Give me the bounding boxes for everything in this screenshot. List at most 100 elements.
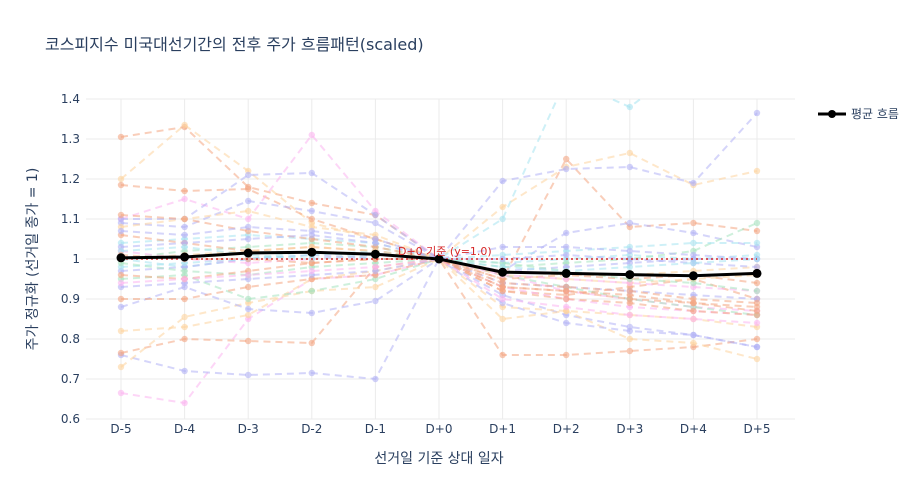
x-tick-label: D-1 [365, 422, 386, 436]
x-tick-label: D+2 [553, 422, 580, 436]
reference-line-label: D+0 기준 (y=1.0) [398, 245, 492, 258]
mean-series-point [434, 254, 444, 264]
background-series-point [245, 337, 252, 345]
background-series-point [563, 155, 570, 163]
background-series-point [117, 303, 125, 311]
background-series-point [372, 297, 379, 305]
background-series-point [563, 287, 570, 295]
background-series-point [181, 121, 188, 129]
background-series-point [690, 179, 697, 187]
background-series-point [181, 243, 188, 251]
background-series-point [308, 259, 315, 267]
background-series-point [181, 399, 188, 407]
background-series-point [181, 215, 188, 223]
background-series-point [181, 295, 188, 303]
background-series-point [181, 187, 188, 195]
background-series-point [117, 227, 125, 235]
mean-series-point [307, 247, 317, 257]
background-series-point [372, 263, 379, 271]
background-series-line [120, 250, 758, 292]
y-tick-label: 1.3 [61, 132, 80, 146]
mean-series-point [243, 248, 253, 258]
background-series-point [626, 295, 633, 303]
background-series-line [120, 245, 758, 273]
background-series-point [181, 231, 188, 239]
background-series-point [245, 223, 252, 231]
background-series-point [754, 56, 760, 62]
legend[interactable]: 평균 흐름 [818, 107, 899, 121]
background-series-point [626, 247, 633, 255]
background-series-point [372, 235, 379, 243]
x-tick-label: D-5 [110, 422, 131, 436]
mean-series-point [625, 270, 635, 280]
background-series-point [499, 203, 506, 211]
background-series-line [120, 257, 758, 368]
y-axis-title: 주가 정규화 (선거일 종가 = 1) [25, 168, 41, 351]
background-series-point [499, 351, 506, 359]
background-series-point [626, 347, 633, 355]
mean-series-point [752, 268, 762, 278]
background-series-line [120, 257, 758, 324]
background-series-point [308, 267, 315, 275]
background-series-point [308, 131, 315, 139]
background-series-point [753, 287, 761, 295]
background-series-point [372, 211, 379, 219]
background-series-point [245, 311, 252, 319]
background-series-point [245, 185, 252, 193]
background-series-point [690, 229, 697, 237]
background-series-point [308, 339, 315, 347]
background-series-point [626, 311, 633, 319]
mean-series-point [688, 271, 698, 281]
x-tick-label: D+5 [744, 422, 771, 436]
background-series-point [308, 215, 315, 223]
background-series-point [117, 175, 125, 183]
x-tick-label: D+1 [489, 422, 516, 436]
background-series-point [690, 239, 697, 247]
background-series-line [120, 257, 758, 292]
background-series-point [308, 227, 315, 235]
background-series-point [372, 219, 379, 227]
background-series-point [563, 76, 569, 82]
background-series-point [563, 351, 570, 359]
background-series-line [120, 125, 758, 281]
background-series-point [690, 307, 697, 315]
background-series-point [690, 219, 697, 227]
background-series-point [372, 283, 379, 291]
background-series-point [245, 271, 252, 279]
background-series-line [120, 222, 758, 269]
background-series-point [753, 255, 761, 263]
background-series-point [499, 295, 506, 303]
background-series-point [499, 177, 506, 185]
background-series-point [499, 215, 506, 223]
background-series-point [753, 299, 761, 307]
y-tick-label: 0.6 [61, 412, 80, 426]
x-tick-label: D+4 [680, 422, 707, 436]
background-series-point [245, 283, 252, 291]
legend-marker-mean [828, 110, 836, 118]
background-series-line [120, 225, 758, 268]
background-series-line [120, 242, 757, 268]
background-series-point [563, 229, 570, 237]
background-series-point [626, 103, 633, 111]
background-series-point [117, 271, 125, 279]
background-series-point [690, 56, 696, 62]
x-axis-ticks: D-5 D-4 D-3 D-2 D-1 D+0 D+1 D+2 D+3 D+4 D+5 [110, 422, 770, 436]
background-series-point [308, 199, 315, 207]
background-series-line [120, 257, 758, 381]
background-series-point [626, 149, 633, 157]
background-series-line [120, 199, 758, 273]
x-tick-label: D+3 [616, 422, 643, 436]
background-series-point [690, 339, 697, 347]
background-series-point [690, 279, 697, 287]
background-series-point [563, 165, 570, 173]
background-series-point [626, 263, 633, 271]
x-tick-label: D-2 [301, 422, 322, 436]
background-series-point [690, 259, 697, 267]
mean-series-point [116, 253, 126, 263]
background-series-point [499, 315, 506, 323]
background-series-point [690, 315, 697, 323]
background-series-point [753, 343, 761, 351]
background-series-point [117, 389, 125, 397]
background-series-line [120, 233, 758, 261]
